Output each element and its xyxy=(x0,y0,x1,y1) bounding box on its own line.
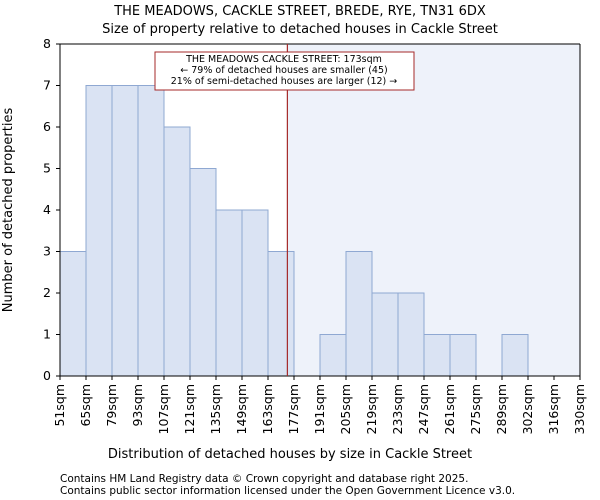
x-tick-label-247sqm: 247sqm xyxy=(416,384,431,434)
x-tick-label-51sqm: 51sqm xyxy=(52,384,67,427)
y-tick-label-0: 0 xyxy=(43,368,51,383)
x-tick-label-149sqm: 149sqm xyxy=(234,384,249,434)
x-tick-label-316sqm: 316sqm xyxy=(546,384,561,434)
bar-51sqm xyxy=(59,251,87,377)
bar-121sqm xyxy=(189,168,217,377)
x-tick-label-79sqm: 79sqm xyxy=(104,384,119,427)
x-tick-label-330sqm: 330sqm xyxy=(572,384,587,434)
bar-205sqm xyxy=(345,251,373,377)
marker-annotation: THE MEADOWS CACKLE STREET: 173sqm ← 79% … xyxy=(154,51,415,91)
larger-region-shade xyxy=(287,44,580,376)
x-tick-label-289sqm: 289sqm xyxy=(494,384,509,434)
x-tick-label-65sqm: 65sqm xyxy=(78,384,93,427)
y-tick-label-1: 1 xyxy=(43,327,51,342)
x-axis-label: Distribution of detached houses by size … xyxy=(108,447,472,462)
x-tick-label-275sqm: 275sqm xyxy=(468,384,483,434)
y-tick-label-4: 4 xyxy=(43,202,51,217)
bar-65sqm xyxy=(85,85,113,377)
bar-233sqm xyxy=(397,292,425,377)
plot-area: 0 1 2 3 4 5 6 7 8 51sqm 65sqm 79sqm 93sqm 107sqm 121sq… xyxy=(43,36,587,434)
y-tick-label-3: 3 xyxy=(43,244,51,259)
annotation-box xyxy=(154,51,415,91)
x-tick-label-219sqm: 219sqm xyxy=(364,384,379,434)
bar-247sqm xyxy=(423,334,451,377)
y-tick-label-5: 5 xyxy=(43,161,51,176)
bar-289sqm xyxy=(501,334,529,377)
x-tick-label-107sqm: 107sqm xyxy=(156,384,171,434)
bar-261sqm xyxy=(449,334,477,377)
footer-line-1: Contains HM Land Registry data © Crown c… xyxy=(60,473,468,485)
x-tick-label-93sqm: 93sqm xyxy=(130,384,145,427)
y-tick-label-7: 7 xyxy=(43,78,51,93)
y-tick-label-6: 6 xyxy=(43,119,51,134)
x-tick-label-163sqm: 163sqm xyxy=(260,384,275,434)
bar-219sqm xyxy=(371,292,399,377)
x-tick-label-205sqm: 205sqm xyxy=(338,384,353,434)
y-axis-label: Number of detached properties xyxy=(1,108,16,313)
x-tick-label-233sqm: 233sqm xyxy=(390,384,405,434)
footer-line-2: Contains public sector information licen… xyxy=(60,485,515,497)
x-tick-label-135sqm: 135sqm xyxy=(208,384,223,434)
chart-title: THE MEADOWS, CACKLE STREET, BREDE, RYE, … xyxy=(113,4,486,19)
bar-79sqm xyxy=(111,85,139,377)
x-tick-label-191sqm: 191sqm xyxy=(312,384,327,434)
bar-93sqm xyxy=(137,85,165,377)
bar-149sqm xyxy=(241,209,269,377)
annotation-line-1: THE MEADOWS CACKLE STREET: 173sqm xyxy=(185,54,382,65)
y-tick-label-2: 2 xyxy=(43,285,51,300)
annotation-line-3: 21% of semi-detached houses are larger (… xyxy=(171,76,398,87)
bar-163sqm xyxy=(267,251,295,377)
chart-subtitle: Size of property relative to detached ho… xyxy=(102,22,498,37)
x-tick-label-177sqm: 177sqm xyxy=(286,384,301,434)
bar-135sqm xyxy=(215,209,243,377)
x-tick-label-261sqm: 261sqm xyxy=(442,384,457,434)
annotation-line-2: ← 79% of detached houses are smaller (45… xyxy=(180,65,387,76)
y-tick-label-8: 8 xyxy=(43,36,51,51)
bar-191sqm xyxy=(319,334,347,377)
bar-107sqm xyxy=(163,126,191,377)
x-tick-label-302sqm: 302sqm xyxy=(520,384,535,434)
x-tick-label-121sqm: 121sqm xyxy=(182,384,197,434)
